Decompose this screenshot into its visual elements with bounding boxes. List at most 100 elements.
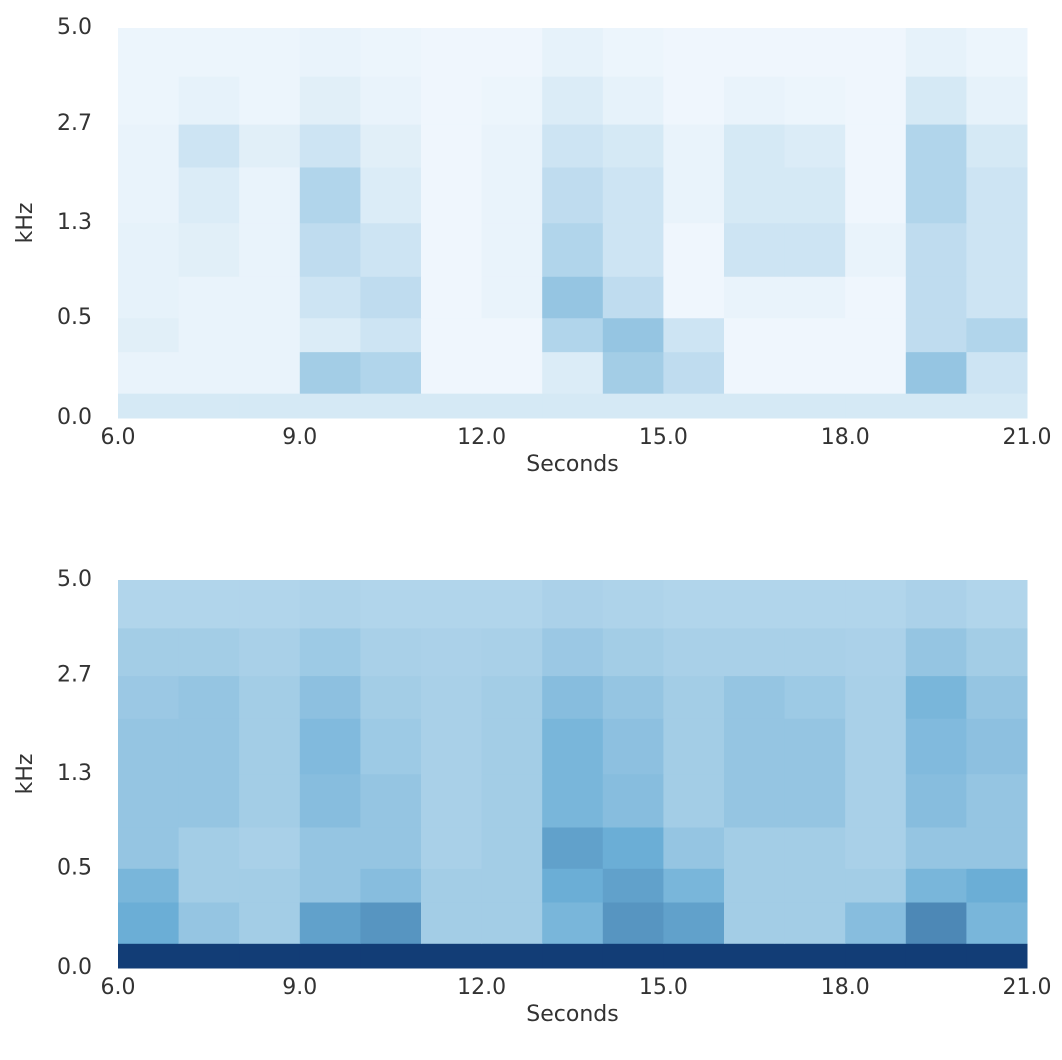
cell [421, 166, 483, 224]
cell [905, 317, 967, 353]
cell [178, 276, 240, 319]
cell [421, 675, 483, 719]
cell [602, 868, 664, 903]
cell [239, 902, 301, 944]
cell [724, 222, 786, 277]
x-tick-label: 21.0 [1003, 425, 1052, 450]
cell [118, 902, 180, 944]
cell [178, 675, 240, 719]
cell [784, 166, 846, 224]
cell [966, 166, 1028, 224]
cell [299, 943, 361, 969]
cell [481, 222, 543, 277]
cell [845, 393, 907, 419]
cell [663, 718, 725, 775]
cell [784, 902, 846, 944]
cell [178, 826, 240, 869]
cell [481, 826, 543, 869]
cell [845, 351, 907, 394]
cell [481, 166, 543, 224]
y-tick-label: 0.5 [57, 305, 92, 330]
cell [481, 943, 543, 969]
cell [118, 222, 180, 277]
cell [178, 124, 240, 168]
cell [542, 393, 604, 419]
cell [905, 773, 967, 828]
cell [905, 826, 967, 869]
cell [663, 393, 725, 419]
cell [542, 627, 604, 677]
cell [118, 317, 180, 353]
cell [784, 28, 846, 77]
cell [178, 943, 240, 969]
cell [602, 317, 664, 353]
cell [905, 351, 967, 394]
cell [602, 351, 664, 394]
cell [542, 124, 604, 168]
cell [663, 317, 725, 353]
y-axis-label: kHz [13, 754, 38, 795]
y-tick-label: 5.0 [57, 567, 92, 592]
cell [360, 675, 422, 719]
cell [905, 902, 967, 944]
cell [905, 76, 967, 125]
cell [299, 222, 361, 277]
cell [784, 773, 846, 828]
cell [239, 351, 301, 394]
cell [360, 276, 422, 319]
cell [421, 222, 483, 277]
cell [845, 76, 907, 125]
cell [905, 943, 967, 969]
cell [118, 943, 180, 969]
cell [602, 826, 664, 869]
cell [239, 222, 301, 277]
cell [724, 580, 786, 629]
cell [845, 943, 907, 969]
cell [966, 222, 1028, 277]
cell [481, 76, 543, 125]
cell [118, 773, 180, 828]
cell [239, 718, 301, 775]
cell [299, 124, 361, 168]
cell [724, 317, 786, 353]
cell [784, 276, 846, 319]
cell [542, 868, 604, 903]
cell [178, 317, 240, 353]
cell [602, 675, 664, 719]
cell [421, 28, 483, 77]
cell [421, 943, 483, 969]
cell [724, 718, 786, 775]
cell [239, 826, 301, 869]
cell [602, 124, 664, 168]
cell [663, 826, 725, 869]
cell [784, 124, 846, 168]
cell [360, 317, 422, 353]
cell [724, 351, 786, 394]
cell [905, 675, 967, 719]
cell [239, 76, 301, 125]
cell [118, 580, 180, 629]
cell [602, 166, 664, 224]
cell [602, 393, 664, 419]
cell [178, 902, 240, 944]
cell [239, 393, 301, 419]
x-tick-label: 6.0 [101, 975, 136, 1000]
cell [966, 393, 1028, 419]
cell [542, 773, 604, 828]
cell [784, 675, 846, 719]
cell [178, 718, 240, 775]
cell [905, 627, 967, 677]
cell [299, 76, 361, 125]
cell [966, 317, 1028, 353]
cell [118, 351, 180, 394]
cell [542, 317, 604, 353]
cell [360, 393, 422, 419]
cell [966, 868, 1028, 903]
cell [966, 124, 1028, 168]
cell [178, 76, 240, 125]
cell [663, 943, 725, 969]
cell [299, 868, 361, 903]
cell [845, 222, 907, 277]
cell [966, 773, 1028, 828]
y-tick-label: 5.0 [57, 15, 92, 40]
